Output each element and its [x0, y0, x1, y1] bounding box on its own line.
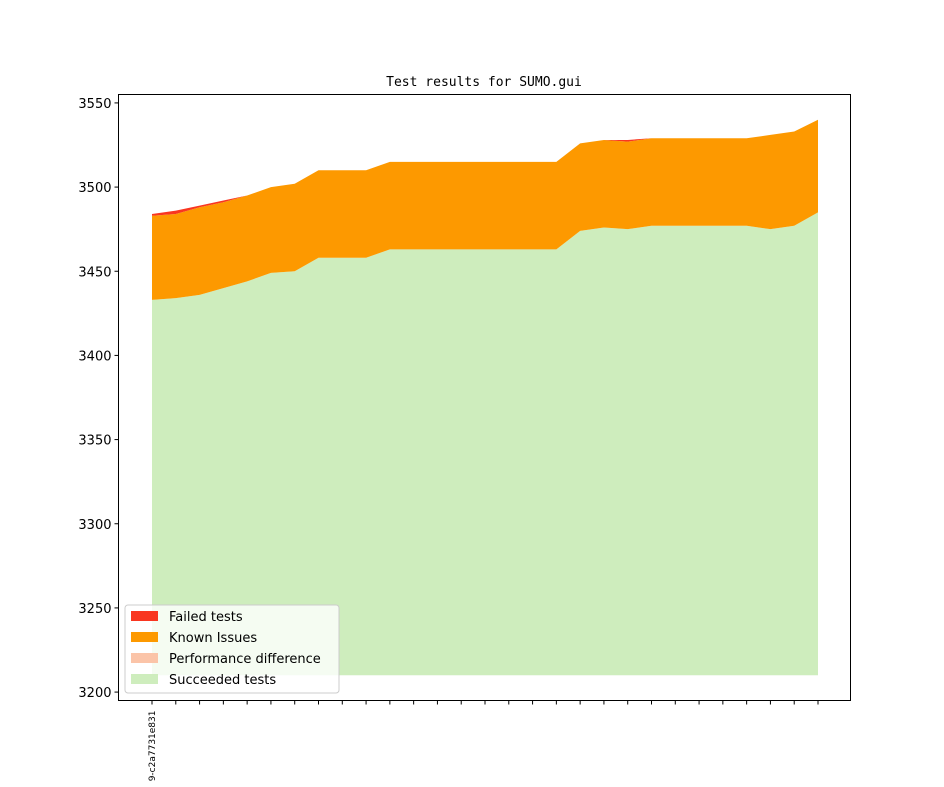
y-axis: 3200 3250 3300 3350 3400 3450 3500 3550: [78, 97, 119, 701]
y-tick-label: 3300: [78, 518, 111, 533]
legend-box: [124, 604, 340, 694]
y-tick-label: 3200: [78, 686, 111, 701]
chart-title: Test results for SUMO.gui: [386, 75, 582, 90]
x-axis: 9-c2a7731e831: [148, 700, 819, 782]
legend-swatch-succeeded: [131, 674, 158, 684]
legend: Failed tests Known Issues Performance di…: [124, 604, 340, 694]
legend-swatch-performance: [131, 653, 158, 663]
y-tick-label: 3450: [78, 265, 111, 280]
area-series-group: [152, 119, 818, 676]
y-tick-label: 3500: [78, 181, 111, 196]
legend-swatch-failed: [131, 611, 158, 621]
area-succeeded-tests: [152, 212, 818, 676]
legend-swatch-known: [131, 632, 158, 642]
legend-label-succeeded: Succeeded tests: [169, 673, 276, 688]
legend-label-known: Known Issues: [169, 631, 257, 646]
y-tick-label: 3400: [78, 349, 111, 364]
legend-label-failed: Failed tests: [169, 610, 243, 625]
y-tick-label: 3550: [78, 97, 111, 112]
legend-label-performance: Performance difference: [169, 652, 321, 667]
area-known-issues: [152, 119, 818, 300]
x-tick-label: 9-c2a7731e831: [148, 711, 158, 782]
y-tick-label: 3250: [78, 602, 111, 617]
y-tick-label: 3350: [78, 434, 111, 449]
